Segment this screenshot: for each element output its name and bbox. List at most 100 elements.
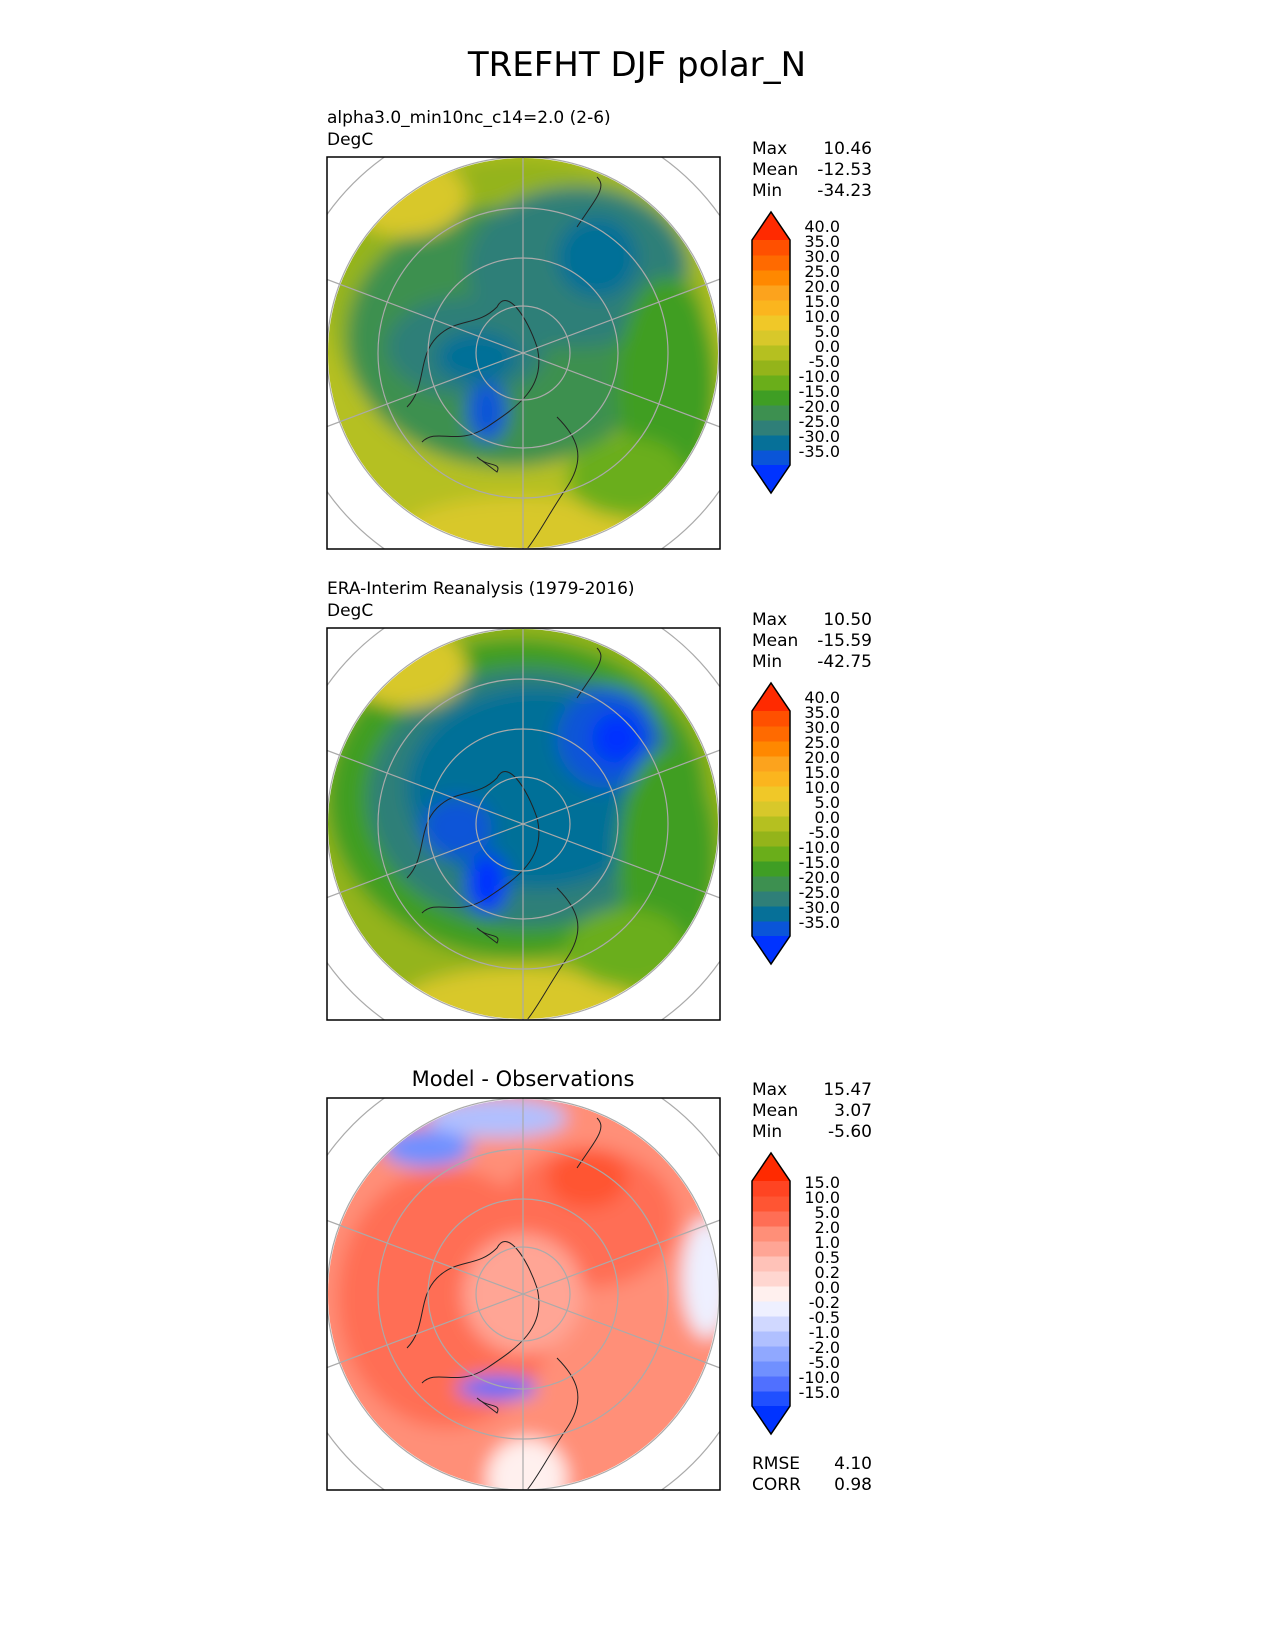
map-frame xyxy=(326,156,721,550)
stat-value-mean: -15.59 xyxy=(817,631,872,651)
metric-value-corr: 0.98 xyxy=(834,1475,872,1495)
colorbar-tick-label: 30.0 xyxy=(804,718,840,737)
metric-label-rmse: RMSE xyxy=(752,1454,800,1474)
colorbar-bin xyxy=(752,771,790,787)
stat-value-max: 15.47 xyxy=(823,1080,872,1100)
colorbar-tick-label: -2.0 xyxy=(809,1338,840,1357)
lat-lon-grid xyxy=(327,628,720,1020)
polar-map xyxy=(326,627,721,1021)
lat-lon-grid xyxy=(327,1098,720,1490)
colorbar-tick-label: -10.0 xyxy=(799,367,840,386)
stat-label-min: Min xyxy=(752,652,782,672)
colorbar-tick-label: 0.0 xyxy=(815,337,840,356)
colorbar-tick-label: 40.0 xyxy=(804,217,840,236)
field-region xyxy=(487,1438,567,1489)
panel-title: Model - Observations xyxy=(412,1067,635,1091)
colorbar-bin xyxy=(752,1391,790,1407)
colorbar-tick-label: -0.5 xyxy=(809,1308,840,1327)
polar-map xyxy=(326,1097,721,1491)
colorbar-tick-label: 0.0 xyxy=(815,1278,840,1297)
colorbar-tick-label: 35.0 xyxy=(804,703,840,722)
colorbar-tick-label: 10.0 xyxy=(804,778,840,797)
stat-label-max: Max xyxy=(752,610,787,630)
colorbar-extend-max xyxy=(752,1153,790,1181)
colorbar-bin xyxy=(752,831,790,847)
field-region xyxy=(547,1148,627,1208)
stat-label-mean: Mean xyxy=(752,160,798,180)
colorbar-bin xyxy=(752,270,790,286)
colorbar-bin xyxy=(752,315,790,331)
coastline xyxy=(406,176,602,548)
colorbar-tick-label: 5.0 xyxy=(815,793,840,812)
colorbar-bin xyxy=(752,756,790,772)
colorbar-tick-label: 15.0 xyxy=(804,292,840,311)
colorbar-bin xyxy=(752,921,790,937)
coastline xyxy=(406,647,602,1019)
panel-title: alpha3.0_min10nc_c14=2.0 (2-6) xyxy=(327,108,611,128)
colorbar-tick-label: -0.2 xyxy=(809,1293,840,1312)
colorbar-bin xyxy=(752,435,790,451)
colorbar-tick-label: 20.0 xyxy=(804,748,840,767)
metric-label-corr: CORR xyxy=(752,1475,801,1495)
stat-label-min: Min xyxy=(752,1122,782,1142)
colorbar-tick-label: 1.0 xyxy=(815,1233,840,1252)
map-frame xyxy=(326,627,721,1021)
colorbar-extend-max xyxy=(752,212,790,240)
panel-units: DegC xyxy=(327,130,373,150)
colorbar-bin xyxy=(752,861,790,877)
colorbar-bin xyxy=(752,876,790,892)
colorbar-bin xyxy=(752,360,790,376)
stat-value-min: -5.60 xyxy=(828,1122,872,1142)
colorbar-bin xyxy=(752,1241,790,1257)
colorbar-bin xyxy=(752,345,790,361)
colorbar-bin xyxy=(752,405,790,421)
colorbar-tick-label: 5.0 xyxy=(815,1203,840,1222)
colorbar-bin xyxy=(752,726,790,742)
metric-value-rmse: 4.10 xyxy=(834,1454,872,1474)
stat-value-min: -34.23 xyxy=(817,181,872,201)
colorbar-bin xyxy=(752,240,790,256)
colorbar-tick-label: -15.0 xyxy=(799,853,840,872)
colorbar-bin xyxy=(752,1331,790,1347)
colorbar-bin xyxy=(752,711,790,727)
field-region xyxy=(457,1376,537,1400)
colorbar-tick-label: 40.0 xyxy=(804,688,840,707)
colorbar-bin xyxy=(752,801,790,817)
colorbar-tick-label: -15.0 xyxy=(799,1383,840,1402)
panel-model: alpha3.0_min10nc_c14=2.0 (2-6)DegC Max 10.… xyxy=(326,108,872,550)
colorbar-tick-label: 15.0 xyxy=(804,1173,840,1192)
stat-value-mean: -12.53 xyxy=(817,160,872,180)
colorbar-tick-label: -15.0 xyxy=(799,382,840,401)
colorbar: -35.0-30.0-25.0-20.0-15.0-10.0-5.00.05.0… xyxy=(751,681,840,966)
colorbar-tick-label: -35.0 xyxy=(799,913,840,932)
colorbar-bin xyxy=(752,816,790,832)
colorbar-tick-label: -30.0 xyxy=(799,898,840,917)
colorbar-tick-label: 0.5 xyxy=(815,1248,840,1267)
colorbar-tick-label: 15.0 xyxy=(804,763,840,782)
colorbar-bin xyxy=(752,1346,790,1362)
colorbar: -35.0-30.0-25.0-20.0-15.0-10.0-5.00.05.0… xyxy=(751,210,840,495)
stat-label-max: Max xyxy=(752,139,787,159)
colorbar-bin xyxy=(752,1256,790,1272)
colorbar-bin xyxy=(752,1301,790,1317)
colorbar-tick-label: 0.0 xyxy=(815,808,840,827)
colorbar-extend-min xyxy=(752,936,790,964)
colorbar-bin xyxy=(752,1181,790,1197)
colorbar: -15.0-10.0-5.0-2.0-1.0-0.5-0.20.00.20.51… xyxy=(751,1151,840,1436)
stat-value-min: -42.75 xyxy=(817,652,872,672)
panel-difference: Model - Observations Max 15.47 Mean 3.07 Min -… xyxy=(326,1067,872,1495)
colorbar-bin xyxy=(752,1316,790,1332)
figure-title: TREFHT DJF polar_N xyxy=(467,45,806,85)
colorbar-bin xyxy=(752,390,790,406)
field-region xyxy=(592,713,642,763)
colorbar-tick-label: -30.0 xyxy=(799,427,840,446)
colorbar-bin xyxy=(752,1226,790,1242)
polar-map xyxy=(326,156,721,550)
colorbar-tick-label: -25.0 xyxy=(799,883,840,902)
colorbar-tick-label: -1.0 xyxy=(809,1323,840,1342)
colorbar-tick-label: 20.0 xyxy=(804,277,840,296)
panel-title: ERA-Interim Reanalysis (1979-2016) xyxy=(327,579,635,599)
colorbar-bin xyxy=(752,450,790,466)
lat-lon-grid xyxy=(327,157,720,549)
